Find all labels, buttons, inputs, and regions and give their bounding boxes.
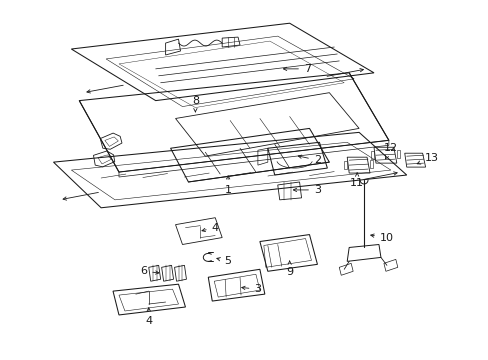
- Text: 9: 9: [285, 261, 293, 277]
- Text: 13: 13: [416, 153, 438, 164]
- Text: 5: 5: [216, 256, 231, 266]
- Text: 12: 12: [383, 143, 397, 159]
- Text: 3: 3: [293, 185, 320, 195]
- Text: 4: 4: [202, 222, 218, 233]
- Text: 1: 1: [224, 176, 231, 195]
- Text: 11: 11: [349, 172, 364, 188]
- Text: 7: 7: [283, 64, 310, 74]
- Text: 2: 2: [298, 155, 320, 165]
- Text: 4: 4: [145, 308, 152, 326]
- Text: 10: 10: [370, 233, 393, 243]
- Text: 6: 6: [140, 266, 159, 276]
- Text: 3: 3: [241, 284, 261, 294]
- Text: 8: 8: [191, 96, 199, 112]
